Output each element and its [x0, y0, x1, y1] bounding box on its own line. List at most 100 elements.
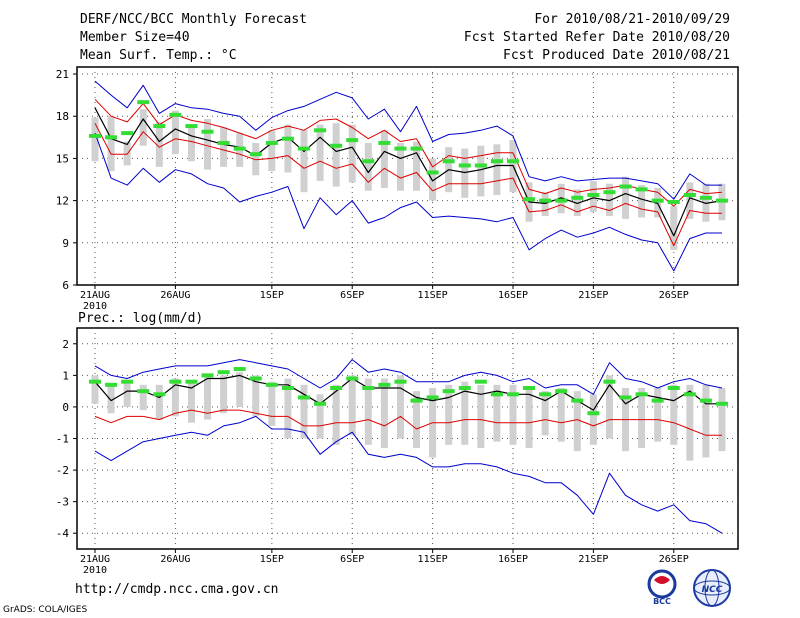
y-tick-label: -3: [56, 496, 69, 509]
obs-marker: [458, 385, 471, 390]
ensemble-box: [541, 192, 549, 217]
obs-marker: [699, 195, 712, 200]
obs-marker: [153, 392, 166, 397]
max-line: [94, 359, 723, 395]
x-tick-label: 26AUG: [160, 290, 190, 301]
ensemble-box: [348, 124, 356, 183]
ensemble-box: [686, 182, 694, 219]
obs-marker: [458, 163, 471, 168]
ensemble-box: [380, 378, 388, 448]
obs-marker: [490, 392, 503, 397]
mean-line: [94, 107, 723, 237]
ensemble-box: [605, 375, 613, 439]
x-year-label: 2010: [83, 301, 107, 312]
ensemble-box: [605, 183, 613, 217]
obs-marker: [474, 163, 487, 168]
ensemble-box: [268, 130, 276, 172]
obs-marker: [539, 392, 552, 397]
obs-marker: [683, 392, 696, 397]
p90-line: [94, 98, 723, 207]
chart-title: DERF/NCC/BCC Monthly Forecast: [80, 12, 307, 27]
x-year-label: 2010: [83, 565, 107, 576]
ensemble-box: [155, 121, 163, 167]
ensemble-box: [461, 148, 469, 198]
ensemble-box: [187, 381, 195, 423]
svg-text:BCC: BCC: [653, 597, 671, 606]
obs-marker: [201, 373, 214, 378]
ensemble-box: [300, 130, 308, 193]
x-tick-label: 26SEP: [659, 290, 689, 301]
ensemble-box: [589, 394, 597, 445]
obs-marker: [410, 398, 423, 403]
obs-marker: [298, 146, 310, 151]
ensemble-box: [654, 387, 662, 442]
ensemble-box: [332, 384, 340, 445]
ensemble-box: [316, 394, 324, 439]
x-tick-label: 26SEP: [659, 554, 689, 565]
ensemble-box: [139, 384, 147, 411]
ensemble-box: [477, 145, 485, 197]
ensemble-box: [670, 206, 678, 250]
ensemble-box: [252, 375, 260, 417]
ensemble-box: [348, 375, 356, 436]
obs-marker: [442, 389, 455, 394]
obs-marker: [233, 367, 246, 372]
ensemble-box: [171, 110, 179, 155]
ensemble-box: [573, 391, 581, 452]
ensemble-box: [541, 391, 549, 436]
x-tick-label: 11SEP: [418, 290, 448, 301]
y-tick-label: 9: [62, 237, 69, 250]
start-date-label: Fcst Started Refer Date 2010/08/20: [463, 30, 730, 45]
obs-marker: [217, 140, 230, 145]
obs-marker: [555, 198, 568, 203]
obs-marker: [185, 379, 198, 384]
max-line: [94, 80, 722, 200]
y-tick-label: 6: [62, 279, 69, 292]
y-tick-label: 15: [56, 152, 69, 165]
ensemble-box: [509, 384, 517, 445]
y-tick-label: 2: [62, 338, 69, 351]
obs-marker: [410, 146, 423, 151]
obs-marker: [716, 198, 728, 203]
obs-marker: [362, 159, 375, 164]
ensemble-box: [204, 375, 212, 420]
ensemble-box: [252, 142, 260, 176]
obs-marker: [426, 170, 439, 175]
ensemble-box: [396, 142, 404, 191]
mean-line: [94, 374, 722, 411]
source-url[interactable]: http://cmdp.ncc.cma.gov.cn: [75, 582, 279, 597]
ensemble-box: [638, 387, 646, 448]
y-tick-label: 0: [62, 401, 69, 414]
grads-credit: GrADS: COLA/IGES: [3, 605, 88, 615]
y-tick-label: -4: [56, 527, 70, 540]
member-size-label: Member Size=40: [80, 30, 190, 45]
ensemble-box: [220, 375, 228, 414]
obs-marker: [442, 159, 455, 164]
obs-marker: [233, 146, 246, 151]
obs-marker: [651, 398, 664, 403]
x-tick-label: 11SEP: [418, 554, 448, 565]
obs-marker: [137, 389, 150, 394]
obs-marker: [346, 138, 359, 143]
ensemble-box: [702, 384, 710, 458]
ensemble-box: [413, 141, 421, 191]
obs-marker: [378, 382, 391, 387]
obs-marker: [169, 112, 182, 117]
x-tick-label: 21AUG: [80, 290, 110, 301]
x-tick-label: 1SEP: [260, 554, 284, 565]
obs-marker: [281, 136, 294, 141]
obs-marker: [121, 379, 134, 384]
ensemble-box: [670, 384, 678, 445]
obs-marker: [490, 159, 503, 164]
ensemble-box: [413, 391, 421, 448]
ensemble-box: [557, 387, 565, 442]
ensemble-box: [525, 387, 533, 448]
obs-marker: [587, 411, 600, 416]
ensemble-box: [268, 381, 276, 426]
forecast-period-label: For 2010/08/21-2010/09/29: [534, 12, 730, 27]
obs-marker: [314, 128, 327, 133]
obs-marker: [330, 143, 343, 148]
ensemble-box: [461, 381, 469, 445]
plot-frame: [76, 66, 739, 286]
